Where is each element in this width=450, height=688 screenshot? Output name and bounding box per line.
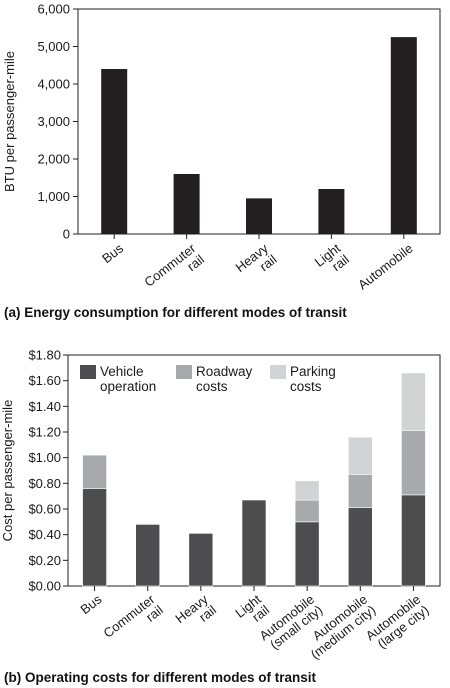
bar-segment <box>401 494 426 587</box>
y-tick-label: $0.60 <box>28 502 61 517</box>
legend-label-line: Parking <box>290 364 336 379</box>
bar-segment <box>294 521 320 587</box>
legend-label-line: operation <box>100 379 156 394</box>
x-tick-label: Heavyrail <box>172 591 219 636</box>
y-tick-label: 5,000 <box>37 39 70 54</box>
y-tick-label: 1,000 <box>37 189 70 204</box>
bar-segment <box>82 488 107 587</box>
legend-label-line: Vehicle <box>100 364 144 379</box>
x-tick-label: Bus <box>78 591 105 617</box>
legend-label-line: costs <box>290 379 322 394</box>
bar-segment <box>135 524 161 587</box>
x-tick-label-line: Bus <box>99 240 126 266</box>
bar-segment <box>401 430 426 496</box>
legend-swatch <box>270 365 286 379</box>
x-tick-label: Automobile(large city) <box>363 592 432 655</box>
y-tick-label: 0 <box>63 227 70 242</box>
y-tick-label: 2,000 <box>37 152 70 167</box>
y-tick-label: 4,000 <box>37 77 70 92</box>
bar-segment <box>347 507 373 587</box>
bar-segment <box>401 372 426 432</box>
bar-segment <box>347 436 373 475</box>
bar-segment <box>82 454 107 489</box>
y-tick-label: $1.60 <box>28 373 61 388</box>
bar-segment <box>188 533 214 587</box>
bar-segment <box>294 499 320 523</box>
x-tick-label: Lightrail <box>312 240 352 280</box>
bar <box>318 189 345 234</box>
y-tick-label: 6,000 <box>37 2 70 17</box>
bar-segment <box>347 474 373 509</box>
chart-b: $0.00 $0.20 $0.40 $0.60 $0.80 $1.00 $1.20 $1.40… <box>0 348 441 685</box>
y-tick-label: $1.40 <box>28 399 61 414</box>
legend-label-line: costs <box>196 379 228 394</box>
x-tick-label-line: Bus <box>78 591 105 617</box>
caption-b: (b) Operating costs for different modes … <box>4 670 317 685</box>
y-tick-label: $0.00 <box>28 579 61 594</box>
bar <box>173 174 200 234</box>
bar-segment <box>294 480 320 501</box>
y-tick-label: $0.20 <box>28 553 61 568</box>
x-tick-label: Commuterrail <box>141 240 207 301</box>
bar <box>101 69 128 234</box>
y-tick-label: $1.80 <box>28 348 61 363</box>
x-tick-label: Commuterrail <box>101 591 167 651</box>
legend-swatch <box>176 365 192 379</box>
y-axis-title: Cost per passenger-mile <box>0 400 15 542</box>
y-axis-title: BTU per passenger-mile <box>2 51 17 192</box>
y-tick-label: 3,000 <box>37 114 70 129</box>
y-tick-label: $0.80 <box>28 476 61 491</box>
y-tick-label: $0.40 <box>28 527 61 542</box>
legend-label-line: Roadway <box>196 364 253 379</box>
y-tick-label: $1.00 <box>28 450 61 465</box>
x-tick-label: Automobile <box>355 241 415 293</box>
legend-label: Roadway costs <box>196 364 253 394</box>
x-tick-label: Bus <box>99 240 126 266</box>
y-tick-label: $1.20 <box>28 425 61 440</box>
caption-a: (a) Energy consumption for different mod… <box>4 305 347 320</box>
x-tick-label: Heavyrail <box>233 240 280 286</box>
legend-label: Parking costs <box>290 364 336 394</box>
chart-a: 0 1,000 2,000 3,000 4,000 5,000 6,000 BTU per p… <box>2 2 441 320</box>
legend-label: Vehicle operation <box>100 364 156 394</box>
bar-segment <box>241 499 267 587</box>
bar <box>390 37 417 234</box>
bar <box>246 198 272 234</box>
legend-swatch <box>80 365 96 379</box>
x-tick-label-line: Automobile <box>355 241 415 293</box>
